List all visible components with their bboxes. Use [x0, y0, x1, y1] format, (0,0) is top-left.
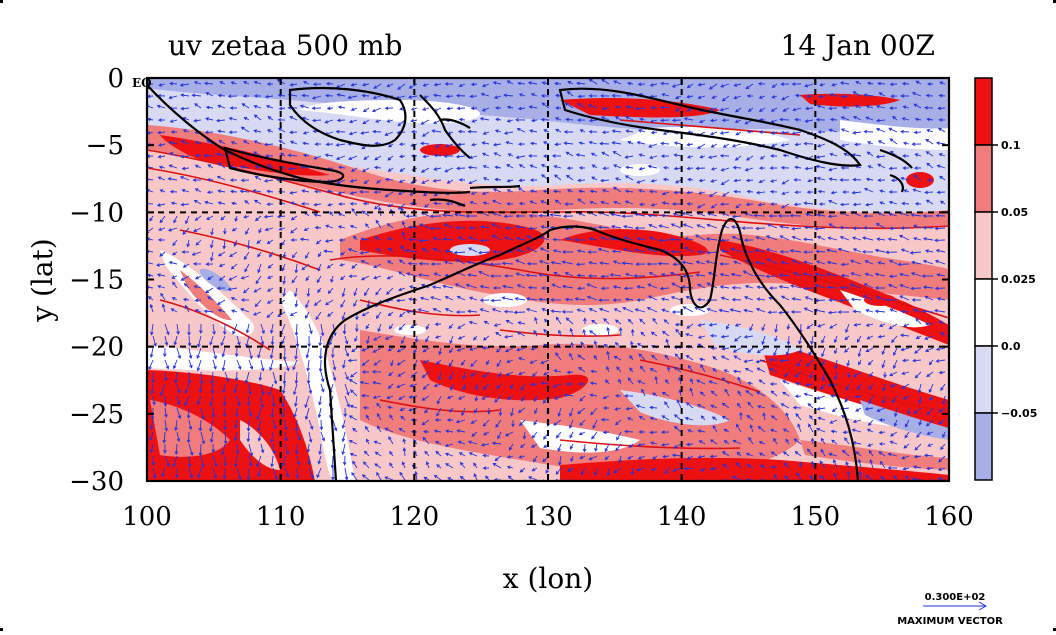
- x-axis-label: x (lon): [503, 562, 593, 595]
- y-axis-label: y (lat): [26, 238, 59, 322]
- colorbar-swatch: [974, 412, 993, 481]
- colorbar-swatch: [974, 144, 993, 213]
- vector-legend-arrow-head: [978, 601, 988, 611]
- x-tick-label: 150: [791, 502, 841, 532]
- colorbar: 0.1 0.05 0.025 0.0 −0.05: [974, 77, 1037, 481]
- wind-vector-layer: [147, 78, 946, 481]
- y-axis-ticks: 0 −5 −10 −15 −20 −25 −30: [69, 64, 949, 497]
- y-tick-label: −30: [69, 467, 124, 497]
- x-tick-label: 120: [390, 502, 440, 532]
- vector-magnitude-label: 0.300E+02: [925, 592, 986, 603]
- colorbar-swatch: [974, 77, 993, 146]
- x-tick-label: 130: [523, 502, 573, 532]
- coastline: [147, 84, 913, 481]
- colorbar-label: 0.05: [1001, 206, 1028, 219]
- colorbar-swatch: [974, 211, 993, 280]
- colorbar-swatch: [974, 278, 993, 347]
- vector-legend-caption: MAXIMUM VECTOR: [897, 616, 1003, 627]
- y-tick-label: −5: [86, 131, 124, 161]
- colorbar-swatch: [974, 345, 993, 414]
- y-tick-label: −15: [69, 266, 124, 296]
- contour-layer: [147, 119, 949, 450]
- colorbar-label: 0.0: [1001, 340, 1021, 353]
- y-tick-label: −25: [69, 400, 124, 430]
- x-tick-label: 100: [122, 502, 172, 532]
- plot-area: [147, 78, 949, 481]
- wind-vectors: [147, 78, 946, 481]
- map-title: uv zetaa 500 mb: [168, 29, 402, 62]
- y-tick-label: −20: [69, 333, 124, 363]
- x-axis-ticks: 100 110 120 130 140 150 160: [122, 78, 974, 532]
- x-tick-label: 110: [256, 502, 306, 532]
- y-tick-label: −10: [69, 198, 124, 228]
- y-tick-label: 0: [107, 64, 124, 94]
- x-tick-label: 140: [657, 502, 707, 532]
- x-tick-label: 160: [924, 502, 974, 532]
- grid-lines: [147, 78, 949, 481]
- date-label: 14 Jan 00Z: [781, 29, 935, 62]
- colorbar-label: 0.025: [1001, 273, 1036, 286]
- vector-legend: 0.300E+02 MAXIMUM VECTOR: [897, 592, 1003, 627]
- colorbar-label: 0.1: [1001, 139, 1021, 152]
- colorbar-label: −0.05: [1001, 407, 1037, 420]
